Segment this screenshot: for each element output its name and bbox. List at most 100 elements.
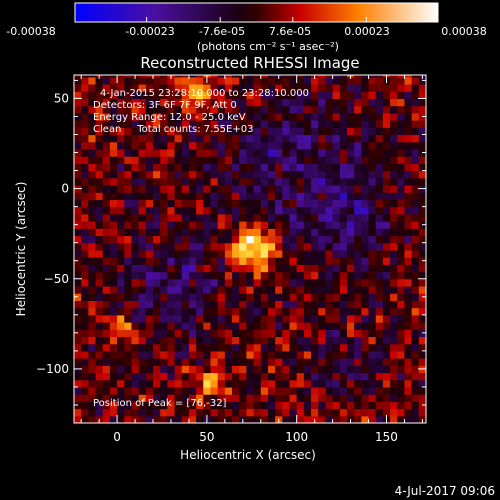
heatmap-cell [181,213,190,222]
heatmap-cell [160,213,168,222]
heatmap-cell [332,127,341,136]
heatmap-cell [282,98,291,107]
heatmap-cell [332,141,341,150]
heatmap-cell [267,379,276,388]
heatmap-cell [224,358,233,366]
heatmap-cell [188,120,197,128]
heatmap-cell [346,379,355,388]
heatmap-cell [325,372,334,381]
heatmap-cell [145,75,154,78]
heatmap-cell [354,156,362,164]
heatmap-cell [418,199,426,208]
heatmap-cell [282,235,291,244]
heatmap-cell [361,134,370,143]
heatmap-cell [102,235,111,244]
heatmap-cell [196,257,204,265]
heatmap-cell [174,112,183,121]
heatmap-cell [239,249,247,258]
heatmap-cell [174,278,183,287]
heatmap-cell [332,84,341,92]
heatmap-cell [346,365,355,374]
heatmap-cell [181,170,190,179]
heatmap-cell [124,322,133,330]
heatmap-cell [382,386,391,395]
heatmap-cell [81,358,89,366]
heatmap-cell [145,120,154,128]
heatmap-cell [124,192,133,201]
heatmap-cell [354,394,362,402]
heatmap-cell [210,213,219,222]
heatmap-cell [361,163,370,172]
heatmap-cell [210,372,219,381]
heatmap-cell [253,199,262,208]
heatmap-cell [74,141,82,150]
heatmap-cell [167,293,176,301]
heatmap-cell [282,141,291,150]
heatmap-cell [275,134,283,143]
heatmap-cell [131,206,140,215]
heatmap-cell [131,84,140,92]
heatmap-cell [303,314,312,323]
heatmap-cell [311,249,319,258]
heatmap-cell [239,184,247,193]
heatmap-cell [95,285,104,294]
heatmap-cell [153,365,161,374]
heatmap-cell [318,415,327,423]
heatmap-cell [260,365,269,374]
heatmap-cell [404,112,413,121]
heatmap-cell [117,264,125,273]
colorbar [74,2,439,23]
heatmap-cell [145,206,154,215]
heatmap-cell [253,372,262,381]
heatmap-cell [188,156,197,164]
heatmap-cell [239,163,247,172]
heatmap-cell [239,148,247,157]
heatmap-cell [210,148,219,157]
heatmap-cell [275,105,283,114]
heatmap-cell [95,127,104,136]
heatmap-cell [346,314,355,323]
heatmap-cell [203,141,212,150]
heatmap-cell [167,134,176,143]
heatmap-cell [138,235,147,244]
heatmap-cell [296,408,305,417]
heatmap-cell [311,379,319,388]
heatmap-cell [203,343,212,352]
heatmap-cell [95,336,104,345]
heatmap-cell [102,386,111,395]
heatmap-cell [203,192,212,201]
heatmap-cell [160,148,168,157]
heatmap-cell [354,75,362,78]
heatmap-cell [117,235,125,244]
heatmap-cell [361,401,370,410]
heatmap-cell [418,343,426,352]
heatmap-cell [131,199,140,208]
heatmap-cell [153,307,161,316]
heatmap-cell [117,127,125,136]
heatmap-cell [246,221,255,229]
heatmap-cell [361,408,370,417]
heatmap-cell [88,336,97,345]
heatmap-cell [354,293,362,301]
heatmap-cell [95,235,104,244]
heatmap-cell [318,249,327,258]
heatmap-cell [188,314,197,323]
heatmap-cell [339,365,348,374]
heatmap-cell [275,91,283,100]
heatmap-cell [217,408,226,417]
heatmap-cell [217,264,226,273]
heatmap-cell [196,235,204,244]
heatmap-cell [188,300,197,309]
heatmap-cell [102,408,111,417]
heatmap-cell [181,76,190,85]
heatmap-cell [196,134,204,143]
heatmap-cell [296,221,305,229]
heatmap-cell [339,235,348,244]
heatmap-cell [160,278,168,287]
heatmap-cell [88,112,97,121]
heatmap-cell [346,401,355,410]
heatmap-cell [74,350,82,359]
heatmap-cell [282,386,291,395]
heatmap-cell [390,75,398,78]
heatmap-cell [188,365,197,374]
